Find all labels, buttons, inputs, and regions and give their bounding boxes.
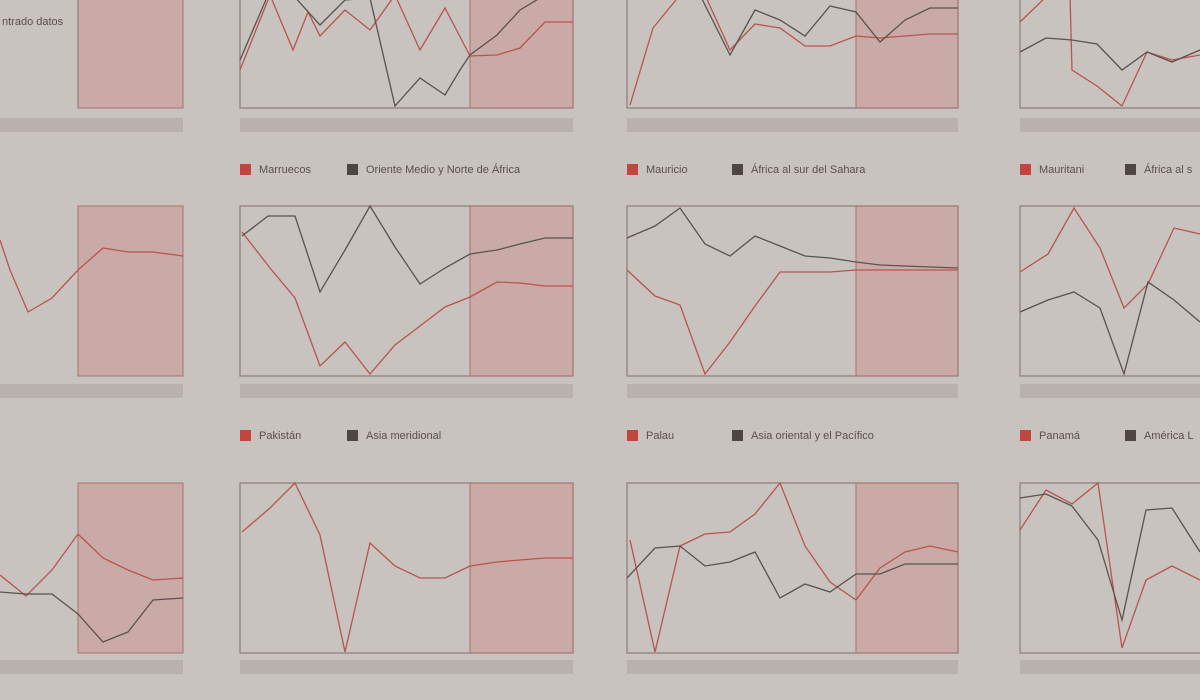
panels	[0, 0, 1200, 654]
axis-labels-blur	[627, 118, 958, 132]
axis-labels-blur	[240, 384, 573, 398]
legend-region: Oriente Medio y Norte de África	[366, 163, 521, 176]
axis-labels-blur	[1020, 118, 1200, 132]
chart-frame	[1019, 0, 1200, 109]
projection-band	[469, 482, 574, 654]
legend-swatch	[627, 164, 638, 175]
country-line	[0, 239, 184, 313]
legend-swatch	[347, 430, 358, 441]
country-line	[1019, 206, 1200, 310]
legend-swatch	[1020, 164, 1031, 175]
country-line	[1019, 481, 1200, 649]
legend-region: América L	[1144, 430, 1194, 442]
region-line	[626, 207, 959, 269]
chart-frame	[1019, 482, 1200, 654]
axis-ticks	[0, 118, 1200, 674]
country-line	[241, 481, 573, 653]
country-line	[0, 533, 184, 597]
projection-band	[77, 0, 184, 109]
legend-region: África al s	[1144, 163, 1193, 176]
legend-country: Marruecos	[259, 164, 311, 176]
legends: Marruecos Oriente Medio y Norte de África…	[240, 163, 1194, 442]
axis-labels-blur	[240, 118, 573, 132]
region-line	[701, 0, 958, 57]
legend-swatch	[1125, 430, 1136, 441]
country-line	[629, 481, 959, 653]
legend-country: Palau	[646, 430, 674, 442]
country-line	[629, 0, 958, 106]
country-line	[241, 231, 573, 376]
legend-swatch	[240, 430, 251, 441]
axis-labels-blur	[627, 660, 958, 674]
projection-band	[469, 205, 574, 377]
country-line	[626, 269, 958, 376]
axis-labels-blur	[0, 384, 183, 398]
region-line	[626, 545, 958, 599]
legend-swatch	[347, 164, 358, 175]
legend-swatch	[732, 430, 743, 441]
country-line	[1019, 0, 1200, 108]
projection-band	[855, 482, 959, 654]
country-line	[239, 0, 573, 71]
legend-country: Pakistán	[259, 430, 301, 442]
projection-band	[855, 0, 959, 109]
axis-labels-blur	[627, 384, 958, 398]
axis-labels-blur	[0, 660, 183, 674]
legend-country: Mauritani	[1039, 164, 1084, 176]
region-line	[0, 591, 184, 643]
note-text: ntrado datos	[2, 16, 64, 28]
legend-swatch	[240, 164, 251, 175]
legend-swatch	[732, 164, 743, 175]
projection-band	[77, 205, 184, 377]
axis-labels-blur	[0, 118, 183, 132]
region-line	[1019, 280, 1200, 377]
legend-country: Panamá	[1039, 430, 1081, 442]
chart-frame	[1019, 205, 1200, 377]
legend-region: África al sur del Sahara	[751, 163, 866, 176]
region-line	[1019, 493, 1200, 623]
projection-band	[77, 482, 184, 654]
legend-swatch	[627, 430, 638, 441]
legend-region: Asia meridional	[366, 430, 441, 442]
region-line	[241, 204, 573, 294]
axis-labels-blur	[1020, 660, 1200, 674]
legend-swatch	[1020, 430, 1031, 441]
legend-country: Mauricio	[646, 164, 688, 176]
region-line	[1019, 37, 1200, 71]
legend-region: Asia oriental y el Pacífico	[751, 430, 874, 442]
axis-labels-blur	[240, 660, 573, 674]
axis-labels-blur	[1020, 384, 1200, 398]
legend-swatch	[1125, 164, 1136, 175]
projection-band	[855, 205, 959, 377]
region-line	[239, 0, 538, 108]
projection-band	[469, 0, 574, 109]
